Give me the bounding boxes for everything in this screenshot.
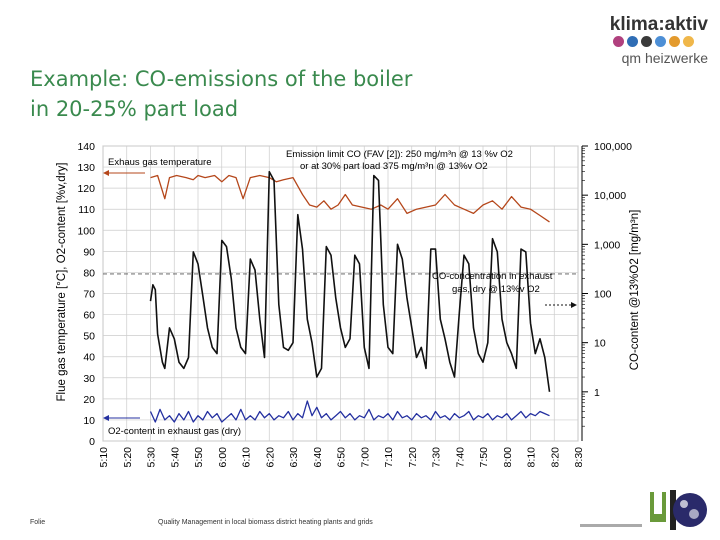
y-tick-label: 30 [83,373,95,385]
x-tick-label: 6:20 [264,447,276,468]
x-tick-label: 8:20 [549,447,561,468]
arrowhead-exhaust-temp [103,170,109,176]
logo-main-text: klima:aktiv [609,14,708,35]
x-tick-label: 6:00 [217,447,229,468]
slide-title: Example: CO-emissions of the boiler in 2… [30,64,412,124]
series-line-2 [149,400,550,423]
y-tick-label: 130 [77,162,95,174]
y-right-tick-label: 10,000 [594,190,626,202]
partner-logos [580,490,707,530]
x-tick-label: 5:20 [122,447,134,468]
y-axis-label-right: CO-content @13%O2 [mg/m³n] [629,210,641,371]
y-right-tick-label: 100,000 [594,141,632,153]
x-tick-label: 5:30 [146,447,158,468]
logo-dot [669,36,680,47]
logo-sub-text: qm heizwerke [621,50,708,66]
y-tick-label: 90 [83,246,95,258]
x-tick-label: 6:10 [241,447,253,468]
x-tick-label: 8:30 [573,447,585,468]
x-tick-label: 7:40 [454,447,466,468]
logo-dot [683,36,694,47]
annotation-co-conc-1: CO-concentration in exhaust [432,271,553,282]
x-tick-label: 6:50 [336,447,348,468]
x-tick-label: 5:40 [169,447,181,468]
annotation-emission-limit-1: Emission limit CO (FAV [2]): 250 mg/m³n … [286,149,513,160]
y-tick-label: 60 [83,310,95,322]
y-right-tick-label: 1,000 [594,239,620,251]
annotation-o2: O2-content in exhaust gas (dry) [108,426,241,437]
y-tick-label: 20 [83,394,95,406]
y-tick-label: 70 [83,289,95,301]
klimaaktiv-logo: klima:aktiv qm heizwerke [610,14,708,66]
y-tick-label: 80 [83,267,95,279]
x-tick-label: 7:30 [431,447,443,468]
y-tick-label: 100 [77,225,95,237]
x-tick-label: 5:10 [98,447,110,468]
y-tick-label: 40 [83,352,95,364]
slide-title-line-1: Example: CO-emissions of the boiler [30,67,413,91]
y-right-tick-label: 1 [594,387,600,399]
chart-series [103,170,577,423]
logo-dot [641,36,652,47]
annotation-exhaust-temp: Exhaus gas temperature [108,157,212,168]
series-line-1 [149,170,551,392]
x-tick-label: 6:30 [288,447,300,468]
y-tick-label: 120 [77,183,95,195]
logo-dots [613,36,694,47]
y-right-tick-label: 10 [594,338,606,350]
footer-folie: Folie [30,519,46,526]
y-tick-label: 110 [78,204,95,216]
logo-dot [627,36,638,47]
arrowhead-o2 [103,415,109,421]
y-right-tick-label: 100 [594,289,612,301]
chart-annotations: Exhaus gas temperature Emission limit CO… [56,149,641,437]
x-tick-label: 6:40 [312,447,324,468]
x-tick-label: 8:00 [502,447,514,468]
series-line-0 [150,174,550,223]
y-axis-label-left: Flue gas temperature [°C], O2-content [%… [56,163,68,402]
slide-title-line-2: in 20-25% part load [30,97,239,121]
footer-caption: Quality Management in local biomass dist… [158,519,373,526]
y-tick-label: 50 [83,331,95,343]
logo-dots-icon [673,493,707,527]
annotation-emission-limit-2: or at 30% part load 375 mg/m³n @ 13%v O2 [300,161,488,172]
x-tick-label: 7:00 [359,447,371,468]
x-tick-label: 8:10 [526,447,538,468]
x-tick-label: 7:20 [407,447,419,468]
y-tick-label: 140 [77,141,95,153]
chart-grid [102,145,579,442]
x-tick-label: 5:50 [193,447,205,468]
arrowhead-co [571,302,577,308]
x-tick-label: 7:10 [383,447,395,468]
logo-dot [655,36,666,47]
y-tick-label: 0 [89,436,95,448]
x-tick-label: 7:50 [478,447,490,468]
annotation-co-conc-2: gas, dry @ 13%v O2 [452,284,540,295]
y-tick-label: 10 [83,415,95,427]
logo-dot [613,36,624,47]
